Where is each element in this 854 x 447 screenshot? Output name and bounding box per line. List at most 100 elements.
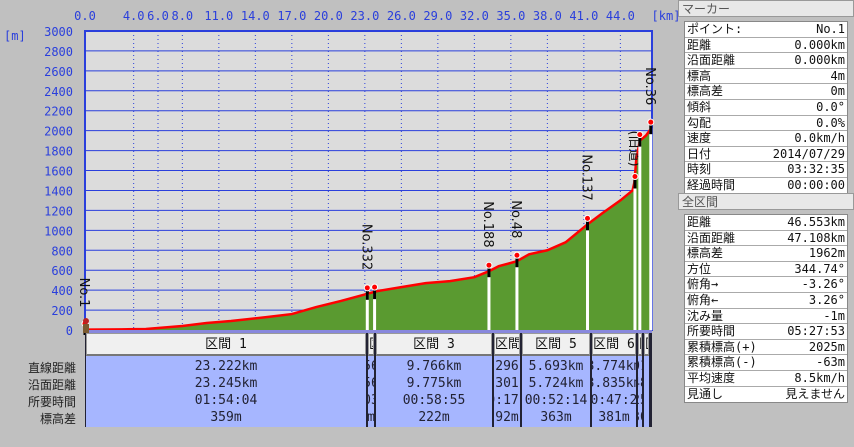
section-header[interactable]: 区間 7: [638, 333, 642, 356]
section-column[interactable]: 区間 4 2.296km 2.301km 00:17:4 92m: [494, 333, 522, 427]
cell-value: 56: [368, 375, 374, 392]
info-row: 距離 0.000km: [685, 38, 847, 54]
info-row: 俯角→ -3.26°: [685, 277, 847, 293]
cell-value: 222m: [418, 410, 450, 425]
y-tick-label: 0: [66, 324, 73, 335]
marker-label: No.48: [508, 200, 523, 238]
elevation-area: [85, 128, 652, 330]
section-cell: 222m: [376, 409, 492, 426]
section-cell: m: [368, 409, 374, 426]
section-cell: 9.766km: [376, 358, 492, 375]
section-column[interactable]: 区間 7 01482530: [638, 333, 644, 427]
x-tick-label: 41.0: [569, 9, 598, 23]
info-value: 46.553km: [787, 215, 845, 229]
section-column[interactable]: 区間 1 23.222km 23.245km 01:54:04 359m: [86, 333, 368, 427]
section-header[interactable]: 区間 8: [644, 333, 649, 356]
section-cell: [644, 409, 649, 426]
info-value: 0.000km: [794, 37, 845, 52]
marker-pin-icon: [584, 214, 592, 222]
cell-value: 23.245km: [194, 376, 258, 391]
y-tick-label: 600: [51, 264, 73, 278]
cell-value: 00:17:4: [494, 393, 520, 408]
cell-value: 381m: [598, 410, 630, 425]
section-cell: 23.222km: [86, 358, 366, 375]
hiker-icon-body: [83, 324, 89, 333]
cell-value: 23.222km: [194, 359, 258, 374]
marker-label: (旧道): [626, 130, 641, 166]
info-row: 累積標高(-) -63m: [685, 355, 847, 371]
info-value: 1962m: [808, 246, 845, 261]
cell-value: 92m: [495, 410, 519, 425]
info-value: No.1: [816, 22, 845, 36]
marker-panel: マーカー ポイント: No.1 距離 0.000km 沿面距離 0.000km 標高 4m 標高…: [678, 0, 854, 195]
marker-pin-icon: [485, 261, 493, 269]
cell-value: 56: [368, 358, 374, 375]
info-row: 俯角← 3.26°: [685, 293, 847, 309]
cell-value: 00:52:14: [524, 393, 588, 408]
info-label: 速度: [687, 131, 712, 146]
info-label: 平均速度: [687, 370, 736, 385]
info-value: 2014/07/29: [772, 146, 845, 161]
section-header[interactable]: 区間 3: [376, 333, 492, 356]
info-value: 0.0%: [816, 115, 845, 130]
info-label: 沿面距離: [687, 230, 736, 245]
section-column[interactable]: 区間 8: [644, 333, 651, 427]
info-row: 距離 46.553km: [685, 215, 847, 231]
section-cell: 9.775km: [376, 375, 492, 392]
y-tick-label: 1000: [44, 224, 73, 238]
y-tick-label: 3000: [44, 25, 73, 39]
row-label: 所要時間: [27, 395, 76, 409]
marker-pin-icon: [513, 251, 521, 259]
x-tick-label: 17.0: [277, 9, 306, 23]
section-cell: [644, 375, 649, 392]
cell-value: 01:54:04: [194, 393, 258, 408]
section-cell: 381m: [592, 409, 636, 426]
y-tick-label: 2200: [44, 105, 73, 119]
x-tick-label: 8.0: [171, 9, 193, 23]
info-row: 累積標高(+) 2025m: [685, 340, 847, 356]
section-header[interactable]: 区間 4: [494, 333, 520, 356]
cell-value: 48: [638, 375, 642, 392]
section-column[interactable]: 区間 3 9.766km 9.775km 00:58:55 222m: [376, 333, 494, 427]
total-info-table: 距離 46.553km 沿面距離 47.108km 標高差 1962m 方位 344.74° 俯…: [684, 214, 848, 404]
y-tick-label: 1400: [44, 184, 73, 198]
info-label: 所要時間: [687, 324, 736, 339]
marker-pin-icon: [371, 283, 379, 291]
section-header[interactable]: 区間 1: [86, 333, 366, 356]
cell-value: 00:47:22: [592, 393, 638, 408]
section-cell: 56: [368, 375, 374, 392]
section-column[interactable]: 区間 5 5.693km 5.724km 00:52:14 363m: [522, 333, 592, 427]
x-axis-baseline: [85, 330, 652, 333]
info-label: ポイント:: [687, 22, 743, 36]
info-value: 8.5km/h: [794, 370, 845, 385]
marker-label: No.36: [642, 67, 657, 105]
info-row: 標高 4m: [685, 69, 847, 85]
section-column[interactable]: 区間 2565603m: [368, 333, 376, 427]
section-header[interactable]: 区間 6: [592, 333, 636, 356]
info-row: 沿面距離 0.000km: [685, 53, 847, 69]
info-label: 見通し: [687, 386, 724, 401]
section-header[interactable]: 区間 2: [368, 333, 374, 356]
info-row: 速度 0.0km/h: [685, 131, 847, 147]
section-column[interactable]: 区間 6 3.774km 3.835km 00:47:22 381m: [592, 333, 638, 427]
cell-value: 00:58:55: [402, 393, 466, 408]
info-row: 標高差 1962m: [685, 246, 847, 262]
y-tick-label: 2600: [44, 65, 73, 79]
info-label: 勾配: [687, 115, 712, 130]
section-cell: 359m: [86, 409, 366, 426]
section-header[interactable]: 区間 5: [522, 333, 590, 356]
info-label: 沿面距離: [687, 53, 736, 68]
y-tick-label: 400: [51, 284, 73, 298]
info-label: 累積標高(-): [687, 355, 757, 370]
x-tick-label: 20.0: [314, 9, 343, 23]
cell-value: 01: [638, 358, 642, 375]
section-cell: 5.693km: [522, 358, 590, 375]
info-row: 方位 344.74°: [685, 262, 847, 278]
info-label: 俯角→: [687, 277, 719, 292]
x-tick-label: 14.0: [241, 9, 270, 23]
marker-label: No.188: [480, 201, 495, 247]
section-cell: 30: [638, 409, 642, 426]
info-row: 標高差 0m: [685, 84, 847, 100]
x-tick-label: 38.0: [533, 9, 562, 23]
elevation-chart[interactable]: 0 200 400 600 800 1000 1200 1400 1600 1800 2000 220…: [0, 0, 678, 335]
